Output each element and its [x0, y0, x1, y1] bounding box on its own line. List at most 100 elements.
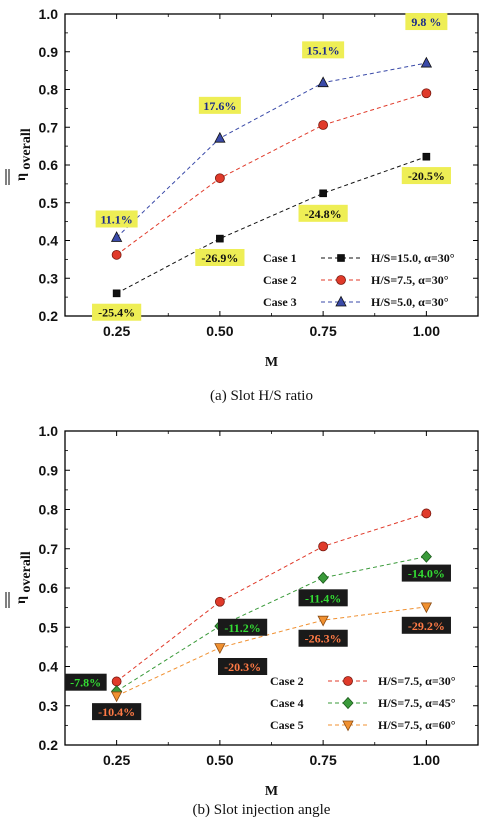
chart-b-ytick-label: 0.5	[39, 619, 59, 635]
chart-a-series-1-point	[319, 189, 327, 198]
chart-a-annotation-label: -24.8%	[305, 207, 342, 221]
chart-a: 0.2 0.3 0.4 0.5 0.6 0.7 0.8 0.9 1.0 0.25 0.50 0.75 1…	[5, 6, 479, 404]
chart-b-annotation-label: -11.2%	[224, 621, 260, 635]
chart-a-legend-case: Case 3	[263, 295, 297, 309]
chart-b-annotation-box	[401, 564, 451, 582]
chart-a-xtick-label: 0.50	[206, 323, 233, 339]
chart-a-series-2-point	[111, 249, 122, 260]
chart-b-ytick-label: 0.7	[39, 541, 59, 557]
chart-a-series-line-1	[116, 156, 427, 294]
chart-b-xtick-label: 0.50	[206, 752, 233, 768]
chart-b-caption: (b) Slot injection angle	[193, 802, 331, 818]
chart-b-legend-marker	[342, 696, 354, 710]
chart-b-series-3-point	[420, 602, 433, 614]
chart-a-annotation-label: -20.5%	[408, 169, 445, 183]
chart-b-legend-desc: H/S=7.5, α=45°	[378, 696, 456, 710]
chart-a-legend-marker	[337, 254, 345, 262]
chart-a-series-2-point	[214, 173, 225, 184]
chart-b-y-axis-label-symbol: η	[14, 596, 29, 604]
chart-a-xtick-label: 1.00	[413, 323, 440, 339]
chart-a-series-line-3	[116, 62, 427, 238]
chart-b-series-1-point	[318, 541, 329, 552]
chart-b-annotation-box	[92, 703, 142, 721]
chart-a-ytick-label: 0.9	[39, 44, 59, 60]
chart-b-annotation-label: -10.4%	[98, 705, 135, 719]
chart-b-xtick-label: 0.25	[103, 752, 130, 768]
chart-b-legend-marker	[342, 720, 354, 732]
chart-a-ytick-label: 0.7	[39, 119, 59, 135]
chart-b-series-1-point	[111, 676, 122, 687]
chart-a-series-3-point	[317, 76, 329, 88]
chart-a-y-axis-label-symbol: η	[14, 173, 29, 181]
chart-b-annotation-label: -11.4%	[305, 591, 341, 605]
chart-a-annotation-box	[401, 167, 451, 185]
chart-a-series-3-point	[214, 131, 226, 143]
chart-b-series-line-2	[116, 556, 427, 692]
chart-b-legend-case: Case 4	[270, 696, 304, 710]
chart-b-legend-desc: H/S=7.5, α=60°	[378, 718, 456, 732]
chart-a-annotation-box	[405, 13, 448, 31]
chart-b-annotation-label: -29.2%	[408, 619, 445, 633]
chart-a-annotation-label: 11.1%	[100, 212, 132, 226]
chart-b-y-axis-label-subscript: overall	[19, 551, 34, 592]
chart-b-y-axis-label: η overall	[5, 551, 34, 608]
chart-b-ytick-label: 0.8	[39, 502, 59, 518]
chart-b-series-line-3	[116, 606, 427, 697]
chart-a-annotation-label: -25.4%	[98, 306, 135, 320]
chart-b-annotation-box	[401, 616, 451, 634]
chart-a-ytick-label: 0.4	[39, 233, 59, 249]
chart-b-annotation-box	[298, 589, 348, 607]
chart-b-annotation-box	[217, 658, 268, 675]
chart-a-xtick-label: 0.75	[310, 323, 337, 339]
chart-b-legend-desc: H/S=7.5, α=30°	[378, 674, 456, 688]
chart-a-caption: (a) Slot H/S ratio	[210, 388, 313, 404]
chart-b-series-3-point	[110, 691, 123, 703]
chart-a-annotation-box	[198, 96, 241, 114]
chart-b-annotation-box	[298, 629, 348, 647]
chart-b-ytick-label: 0.9	[39, 462, 59, 478]
chart-a-ytick-label: 0.2	[39, 308, 59, 324]
chart-a-y-axis-label: η overall	[5, 128, 34, 185]
chart-a-x-axis-label: M	[265, 355, 278, 370]
chart-b-series-3-point	[214, 643, 226, 655]
chart-a-legend-desc: H/S=7.5, α=30°	[371, 273, 449, 287]
chart-b-series-2-point	[317, 571, 329, 584]
chart-a-series-1-point	[112, 289, 121, 298]
chart-a-annotation-box	[92, 303, 142, 321]
chart-b-series-line-1	[116, 512, 427, 682]
chart-a-xtick-label: 0.25	[103, 323, 130, 339]
chart-a-series-line-2	[116, 92, 427, 256]
chart-a-annotation-label: 15.1%	[307, 43, 340, 57]
chart-a-annotation-box	[298, 204, 348, 222]
chart-b-ytick-label: 0.6	[39, 580, 59, 596]
chart-b-xtick-label: 1.00	[413, 752, 440, 768]
chart-a-legend-marker	[336, 275, 346, 285]
chart-b-legend-marker	[343, 676, 353, 686]
chart-a-legend-desc: H/S=5.0, α=30°	[371, 295, 449, 309]
chart-a-y-axis-label-subscript: overall	[19, 128, 34, 169]
chart-a-legend-marker	[335, 295, 347, 307]
chart-a-ytick-label: 0.6	[39, 157, 59, 173]
chart-b-ytick-label: 0.4	[39, 659, 59, 675]
chart-a-series-3-point	[420, 56, 433, 68]
chart-a-annotation-box	[302, 41, 345, 59]
chart-b-legend-case: Case 2	[270, 674, 304, 688]
chart-b-annotation-box	[217, 618, 268, 636]
chart-a-series-1-point	[216, 234, 224, 243]
chart-a-annotation-label: -26.9%	[201, 251, 238, 265]
chart-b-annotation-label: -20.3%	[224, 660, 261, 674]
chart-b-x-axis-label: M	[265, 784, 278, 799]
chart-a-plot-frame	[64, 13, 479, 317]
chart-b-series-1-point	[421, 508, 432, 519]
chart-b-series-2-point	[420, 550, 432, 563]
chart-b-annotation-label: -14.0%	[408, 567, 445, 581]
chart-a-annotation-box	[95, 210, 138, 228]
chart-a-series-2-point	[318, 120, 329, 130]
chart-b-xtick-label: 0.75	[310, 752, 337, 768]
chart-a-ytick-label: 0.5	[39, 195, 59, 211]
chart-b: 0.2 0.3 0.4 0.5 0.6 0.7 0.8 0.9 1.0 0.25 0.50 0.75 1…	[5, 423, 479, 818]
chart-b-ytick-label: 0.3	[39, 698, 59, 714]
chart-a-ytick-label: 1.0	[39, 6, 59, 22]
chart-b-series-1-point	[214, 596, 225, 607]
chart-b-ytick-label: 0.2	[39, 737, 59, 753]
